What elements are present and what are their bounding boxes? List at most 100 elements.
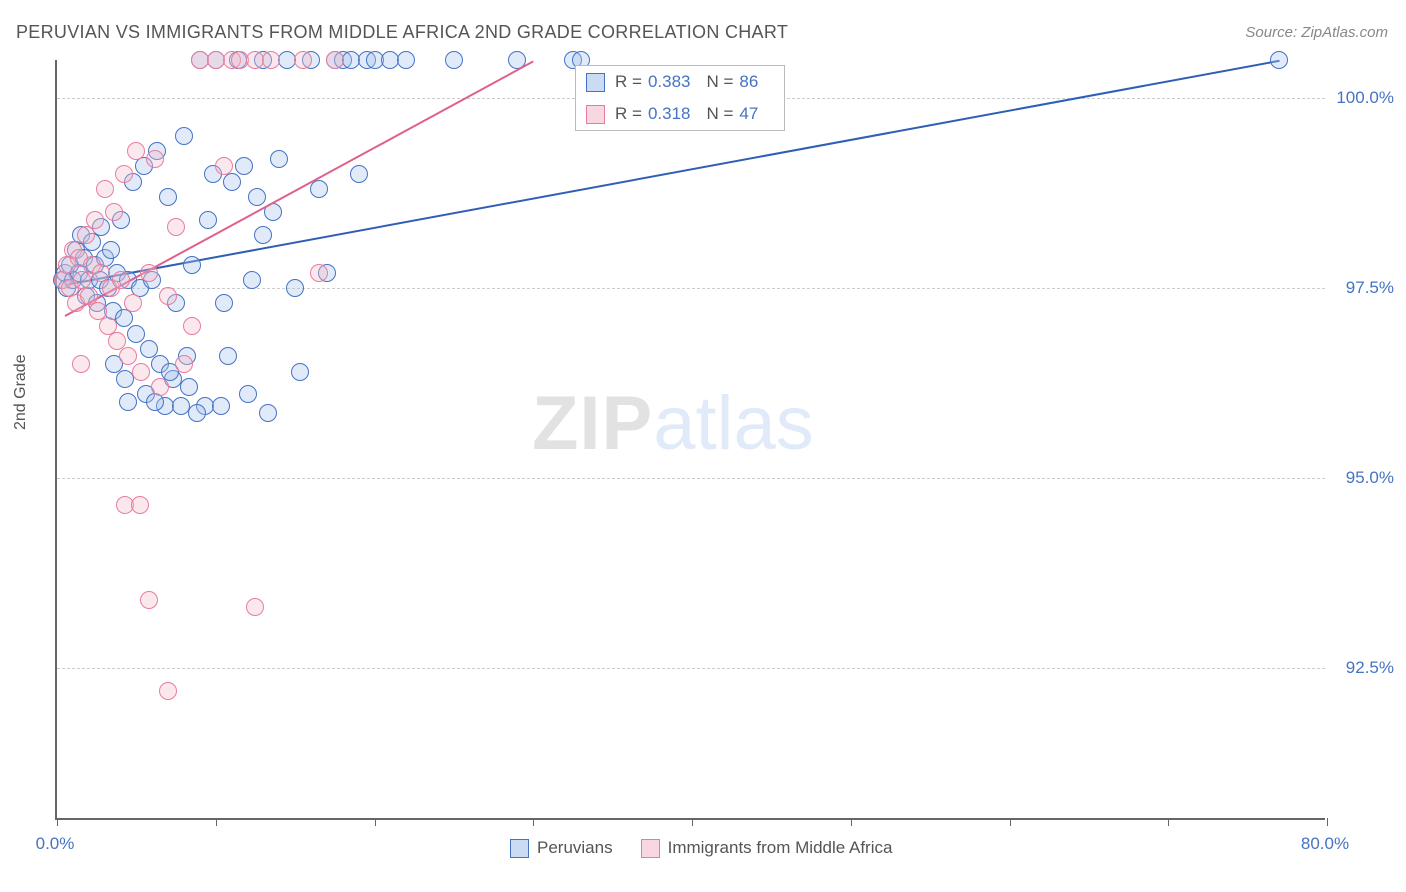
data-point [239, 385, 257, 403]
x-tick [375, 818, 376, 826]
data-point [86, 211, 104, 229]
data-point [310, 180, 328, 198]
data-point [146, 150, 164, 168]
gridline [57, 478, 1325, 479]
data-point [96, 180, 114, 198]
data-point [188, 404, 206, 422]
stats-legend-row: R = 0.318 N = 47 [576, 98, 784, 130]
y-tick-label: 100.0% [1336, 88, 1394, 108]
data-point [262, 51, 280, 69]
data-point [151, 378, 169, 396]
data-point [183, 317, 201, 335]
series-name: Peruvians [537, 838, 613, 858]
y-tick-label: 95.0% [1346, 468, 1394, 488]
stats-legend-row: R = 0.383 N = 86 [576, 66, 784, 98]
data-point [254, 226, 272, 244]
data-point [1270, 51, 1288, 69]
chart-title: PERUVIAN VS IMMIGRANTS FROM MIDDLE AFRIC… [16, 22, 788, 43]
data-point [259, 404, 277, 422]
legend-swatch [510, 839, 529, 858]
legend-swatch [586, 73, 605, 92]
source-attribution: Source: ZipAtlas.com [1245, 24, 1388, 41]
data-point [397, 51, 415, 69]
data-point [132, 363, 150, 381]
data-point [183, 256, 201, 274]
data-point [199, 211, 217, 229]
data-point [215, 157, 233, 175]
x-tick [1010, 818, 1011, 826]
data-point [270, 150, 288, 168]
data-point [119, 347, 137, 365]
data-point [167, 218, 185, 236]
r-label: R = [615, 104, 642, 124]
series-name: Immigrants from Middle Africa [668, 838, 893, 858]
data-point [286, 279, 304, 297]
data-point [291, 363, 309, 381]
x-tick [692, 818, 693, 826]
data-point [102, 241, 120, 259]
y-axis-label: 2nd Grade [12, 354, 30, 430]
n-label: N = [706, 72, 733, 92]
series-legend-item: Peruvians [510, 838, 613, 858]
x-tick [216, 818, 217, 826]
data-point [294, 51, 312, 69]
data-point [115, 309, 133, 327]
data-point [127, 142, 145, 160]
data-point [124, 294, 142, 312]
data-point [350, 165, 368, 183]
scatter-plot-area: ZIPatlas [55, 60, 1325, 820]
source-name: ZipAtlas.com [1301, 24, 1388, 41]
data-point [235, 157, 253, 175]
data-point [175, 127, 193, 145]
r-label: R = [615, 72, 642, 92]
series-legend: Peruvians Immigrants from Middle Africa [510, 838, 920, 858]
y-tick-label: 97.5% [1346, 278, 1394, 298]
data-point [248, 188, 266, 206]
n-value: 86 [739, 72, 758, 92]
data-point [131, 496, 149, 514]
n-label: N = [706, 104, 733, 124]
x-tick [533, 818, 534, 826]
x-tick [1327, 818, 1328, 826]
series-legend-item: Immigrants from Middle Africa [641, 838, 893, 858]
gridline [57, 668, 1325, 669]
data-point [326, 51, 344, 69]
y-tick-label: 92.5% [1346, 658, 1394, 678]
data-point [246, 598, 264, 616]
r-value: 0.383 [648, 72, 691, 92]
data-point [215, 294, 233, 312]
data-point [127, 325, 145, 343]
data-point [159, 287, 177, 305]
n-value: 47 [739, 104, 758, 124]
data-point [77, 226, 95, 244]
data-point [445, 51, 463, 69]
x-tick-label: 80.0% [1301, 834, 1349, 854]
data-point [219, 347, 237, 365]
r-value: 0.318 [648, 104, 691, 124]
data-point [310, 264, 328, 282]
data-point [140, 264, 158, 282]
data-point [112, 271, 130, 289]
data-point [119, 393, 137, 411]
source-prefix: Source: [1245, 24, 1301, 41]
x-tick [851, 818, 852, 826]
data-point [175, 355, 193, 373]
data-point [159, 188, 177, 206]
x-tick [57, 818, 58, 826]
data-point [140, 591, 158, 609]
data-point [212, 397, 230, 415]
data-point [105, 203, 123, 221]
legend-swatch [641, 839, 660, 858]
legend-swatch [586, 105, 605, 124]
data-point [115, 165, 133, 183]
watermark-zip: ZIP [532, 381, 653, 466]
data-point [146, 393, 164, 411]
data-point [180, 378, 198, 396]
stats-legend: R = 0.383 N = 86 R = 0.318 N = 47 [575, 65, 785, 131]
data-point [159, 682, 177, 700]
data-point [72, 355, 90, 373]
watermark: ZIPatlas [532, 380, 814, 467]
data-point [243, 271, 261, 289]
data-point [223, 173, 241, 191]
x-tick-label: 0.0% [36, 834, 75, 854]
